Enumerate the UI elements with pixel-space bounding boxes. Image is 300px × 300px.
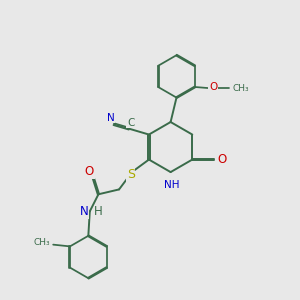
Text: O: O — [85, 165, 94, 178]
Text: C: C — [127, 118, 134, 128]
Text: O: O — [217, 153, 226, 166]
Text: CH₃: CH₃ — [34, 238, 50, 247]
Text: N: N — [80, 206, 89, 218]
Text: NH: NH — [164, 180, 180, 190]
Text: N: N — [107, 113, 115, 123]
Text: S: S — [127, 168, 135, 181]
Text: O: O — [209, 82, 217, 92]
Text: H: H — [94, 206, 103, 218]
Text: CH₃: CH₃ — [232, 84, 249, 93]
